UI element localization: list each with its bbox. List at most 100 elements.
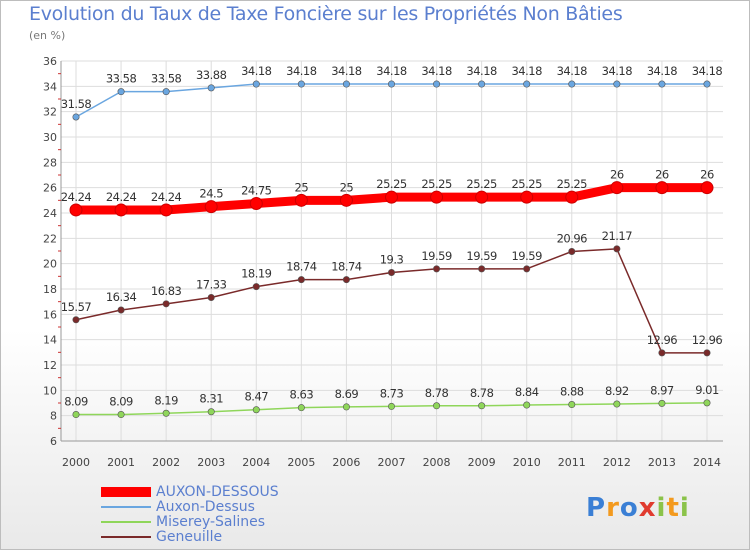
data-label: 8.78 [425, 386, 449, 400]
y-tick-label: 26 [43, 182, 57, 195]
data-label: 26 [610, 168, 624, 182]
x-tick-label: 2002 [152, 456, 180, 469]
y-tick-label: 36 [43, 55, 57, 68]
data-label: 34.18 [376, 64, 407, 78]
data-label: 8.84 [515, 385, 539, 399]
data-point [700, 181, 714, 195]
data-point [162, 88, 170, 96]
data-point [297, 276, 305, 284]
data-point [249, 197, 263, 210]
legend-label: Miserey-Salines [156, 514, 266, 530]
data-label: 24.24 [151, 190, 182, 204]
data-point [658, 399, 666, 407]
data-label: 34.18 [602, 64, 633, 78]
data-label: 19.59 [511, 249, 542, 263]
y-tick-label: 14 [43, 334, 57, 347]
data-label: 34.18 [557, 64, 588, 78]
data-label: 8.09 [109, 395, 133, 409]
data-label: 8.63 [290, 388, 314, 402]
data-point [568, 80, 576, 88]
data-point [703, 399, 711, 407]
x-tick-label: 2014 [693, 456, 721, 469]
data-point [387, 80, 395, 88]
data-label: 18.74 [286, 260, 317, 274]
data-point [523, 401, 531, 409]
legend-item: Auxon-Dessus [101, 500, 279, 515]
data-label: 12.96 [692, 333, 723, 347]
data-label: 31.58 [61, 97, 92, 111]
data-label: 8.09 [64, 395, 88, 409]
data-label: 34.18 [421, 64, 452, 78]
data-label: 8.88 [560, 385, 584, 399]
legend-swatch [101, 487, 151, 497]
data-point [703, 349, 711, 357]
legend-swatch [101, 506, 151, 508]
y-tick-label: 6 [50, 435, 57, 448]
data-point [204, 200, 218, 214]
logo-letter: P [586, 493, 607, 523]
data-point [613, 245, 621, 253]
data-label: 24.24 [61, 190, 92, 204]
data-point [162, 409, 170, 417]
x-tick-label: 2010 [513, 456, 541, 469]
data-point [387, 269, 395, 277]
data-label: 8.73 [380, 386, 404, 400]
data-point [430, 190, 444, 204]
data-label: 33.58 [151, 72, 182, 86]
data-label: 25 [295, 180, 309, 194]
data-label: 8.31 [199, 392, 223, 406]
data-label: 18.74 [331, 260, 362, 274]
data-label: 26 [700, 168, 714, 182]
data-point [523, 80, 531, 88]
data-point [294, 193, 308, 207]
legend-label: Auxon-Dessus [156, 499, 255, 515]
x-tick-label: 2007 [378, 456, 406, 469]
data-label: 34.18 [286, 64, 317, 78]
x-tick-label: 2000 [62, 456, 90, 469]
data-point [297, 404, 305, 412]
data-point [610, 181, 624, 195]
data-label: 18.19 [241, 267, 272, 281]
legend-swatch [101, 536, 151, 538]
y-tick-label: 16 [43, 308, 57, 321]
data-label: 25.25 [376, 177, 407, 191]
data-label: 25.25 [421, 177, 452, 191]
y-tick-label: 24 [43, 207, 57, 220]
data-point [478, 80, 486, 88]
data-label: 21.17 [602, 229, 633, 243]
logo-letter: o [619, 493, 639, 523]
data-point [703, 80, 711, 88]
data-label: 33.58 [106, 72, 137, 86]
legend-label: AUXON-DESSOUS [156, 484, 279, 500]
data-point [297, 80, 305, 88]
data-label: 25 [340, 180, 354, 194]
data-point [72, 411, 80, 419]
data-point [72, 113, 80, 121]
x-tick-label: 2003 [197, 456, 225, 469]
y-tick-label: 10 [43, 384, 57, 397]
data-label: 25.25 [557, 177, 588, 191]
data-label: 9.01 [695, 383, 719, 397]
data-label: 25.25 [466, 177, 497, 191]
data-point [252, 80, 260, 88]
data-point [523, 265, 531, 273]
y-tick-label: 18 [43, 283, 57, 296]
unit-label: (en %) [29, 29, 66, 42]
data-point [655, 181, 669, 195]
data-point [385, 190, 398, 204]
data-point [342, 80, 350, 88]
data-point [613, 400, 621, 408]
data-label: 34.18 [241, 64, 272, 78]
data-point [478, 402, 486, 410]
x-tick-label: 2008 [423, 456, 451, 469]
y-tick-label: 20 [43, 258, 57, 271]
data-label: 8.78 [470, 386, 494, 400]
data-label: 16.83 [151, 284, 182, 298]
data-label: 19.59 [421, 249, 452, 263]
y-tick-label: 30 [43, 131, 57, 144]
x-tick-label: 2013 [648, 456, 676, 469]
data-point [342, 276, 350, 284]
data-label: 12.96 [647, 333, 678, 347]
data-label: 19.59 [466, 249, 497, 263]
